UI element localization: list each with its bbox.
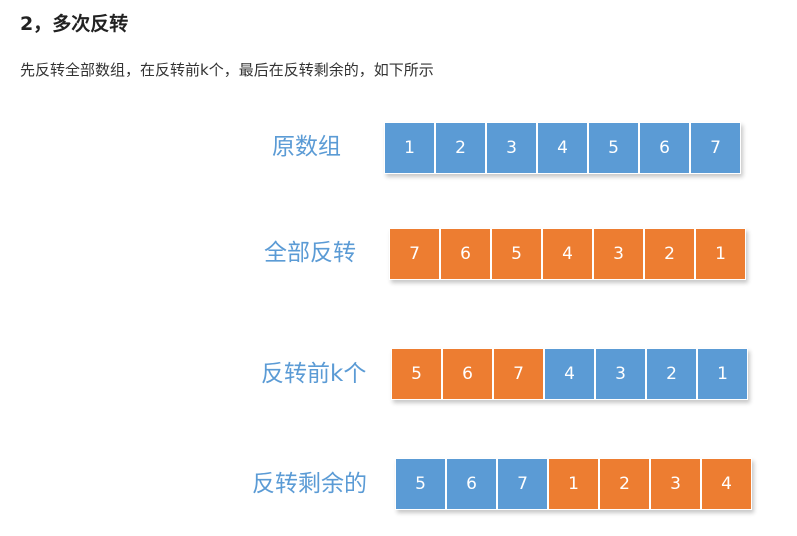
row-label-reverse-first-k: 反转前k个 xyxy=(261,361,367,387)
array-cell: 5 xyxy=(395,458,446,510)
array-cell: 4 xyxy=(544,348,595,400)
array-cell: 4 xyxy=(701,458,752,510)
array-cell: 7 xyxy=(497,458,548,510)
array-cell: 2 xyxy=(599,458,650,510)
array-cell: 3 xyxy=(595,348,646,400)
array-cell: 1 xyxy=(384,122,435,174)
array-cell: 6 xyxy=(639,122,690,174)
array-cell: 2 xyxy=(644,228,695,280)
array-cell: 6 xyxy=(440,228,491,280)
array-cell: 4 xyxy=(542,228,593,280)
array-cell: 4 xyxy=(537,122,588,174)
array-cell: 1 xyxy=(697,348,748,400)
array-cell: 3 xyxy=(650,458,701,510)
array-cell: 7 xyxy=(493,348,544,400)
array-cell: 1 xyxy=(695,228,746,280)
array-cell: 7 xyxy=(690,122,741,174)
array-cell: 6 xyxy=(446,458,497,510)
row-label-reverse-rest: 反转剩余的 xyxy=(252,471,367,497)
array-cell: 2 xyxy=(646,348,697,400)
row-label-original: 原数组 xyxy=(272,134,341,160)
array-cell: 5 xyxy=(588,122,639,174)
row-label-reverse-all: 全部反转 xyxy=(264,240,356,266)
section-heading: 2，多次反转 xyxy=(20,13,129,35)
intro-text: 先反转全部数组，在反转前k个，最后在反转剩余的，如下所示 xyxy=(20,61,434,79)
array-cell: 1 xyxy=(548,458,599,510)
array-cell: 3 xyxy=(593,228,644,280)
array-cell: 3 xyxy=(486,122,537,174)
array-cell: 2 xyxy=(435,122,486,174)
array-cell: 5 xyxy=(491,228,542,280)
array-cell: 7 xyxy=(389,228,440,280)
array-cell: 5 xyxy=(391,348,442,400)
array-cell: 6 xyxy=(442,348,493,400)
